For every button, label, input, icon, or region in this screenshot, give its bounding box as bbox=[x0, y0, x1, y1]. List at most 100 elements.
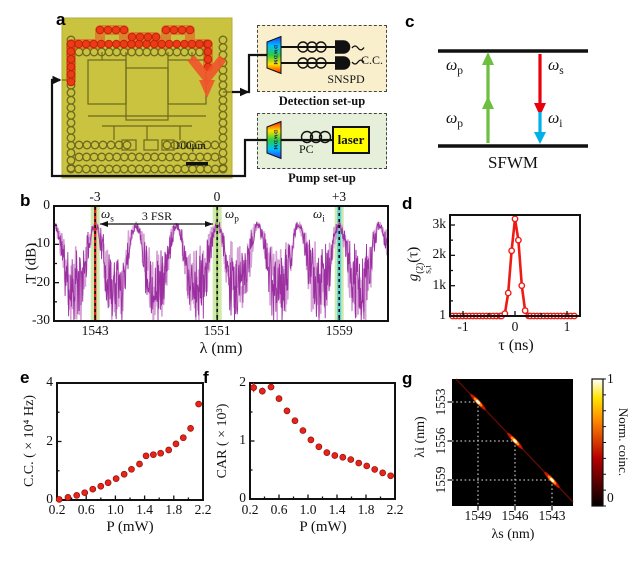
waveguide-loop bbox=[143, 139, 159, 151]
g-ytick-label: 1556 bbox=[433, 427, 448, 455]
waveguide-loop bbox=[125, 67, 169, 121]
omega-p-top-label: ωp bbox=[446, 57, 464, 78]
car-data-point bbox=[299, 427, 307, 434]
g-xtick-label: 1549 bbox=[464, 508, 492, 523]
ring-resonator-pumped bbox=[180, 39, 189, 49]
coincidence-spot bbox=[507, 432, 523, 450]
b-top-label-0: 0 bbox=[213, 189, 221, 204]
transmission-trace bbox=[55, 220, 387, 321]
ring-resonator-pumped bbox=[187, 39, 197, 49]
ring-resonator-pumped bbox=[151, 32, 161, 42]
cc-data-point bbox=[172, 440, 180, 448]
panel-letter-e: e bbox=[20, 368, 30, 387]
g-ylabel: λi (nm) bbox=[413, 416, 428, 458]
d-ytick-label: 1k bbox=[432, 276, 447, 292]
e-axis-frame bbox=[56, 382, 204, 501]
car-data-point bbox=[347, 456, 355, 463]
ring-resonator-pumped bbox=[161, 25, 171, 35]
b-top-label-plus3: +3 bbox=[331, 189, 347, 204]
f-xtick-label: 1.4 bbox=[328, 502, 346, 517]
output-arrow bbox=[187, 55, 227, 86]
scale-bar-label: 100μm bbox=[175, 140, 206, 152]
ring-resonator-pumped bbox=[177, 25, 187, 35]
b-omega-p-label: ωp bbox=[225, 206, 239, 225]
cc-data-point bbox=[157, 449, 165, 457]
ring-resonator-pumped bbox=[149, 39, 159, 49]
laser-label: laser bbox=[337, 132, 365, 147]
cc-data-point bbox=[195, 400, 202, 408]
g-xtick-label: 1546 bbox=[501, 508, 529, 523]
fiber-coil bbox=[318, 130, 332, 144]
e-xtick-label: 1.0 bbox=[106, 502, 124, 517]
f-ylabel: CAR ( × 10³) bbox=[215, 403, 230, 479]
ring-resonator bbox=[218, 164, 228, 174]
pc-label: PC bbox=[299, 142, 314, 156]
ring-resonator-pumped bbox=[111, 25, 121, 35]
car-data-point bbox=[323, 449, 331, 456]
d-xtick-label: 0 bbox=[511, 319, 519, 334]
b-ytick-label: -20 bbox=[32, 273, 50, 289]
colorbar-label: Norm. coinc. bbox=[616, 407, 631, 477]
f-xlabel: P (mW) bbox=[299, 519, 347, 535]
ring-resonator-pumped bbox=[203, 47, 213, 56]
d-ytick-label: 3k bbox=[432, 216, 447, 231]
f-xtick-label: 1.8 bbox=[357, 502, 375, 517]
ring-resonator-pumped bbox=[66, 70, 76, 79]
g2-data-point bbox=[514, 236, 522, 244]
ellipse-shape bbox=[475, 399, 481, 405]
g2-data-point bbox=[521, 307, 529, 314]
ring-resonator-pumped bbox=[74, 39, 83, 49]
fiber-coil bbox=[306, 41, 318, 53]
ring-resonator-pumped bbox=[119, 39, 129, 49]
detection-dwdm bbox=[266, 35, 282, 75]
e-xtick-label: 1.8 bbox=[165, 502, 183, 517]
b-omega-i-label: ωi bbox=[313, 206, 325, 225]
e-ytick-label: 4 bbox=[46, 374, 53, 389]
panel-letter-b: b bbox=[20, 191, 31, 210]
cc-data-point bbox=[104, 479, 112, 487]
car-data-point bbox=[387, 472, 394, 480]
car-data-point bbox=[371, 466, 379, 473]
g2-curve bbox=[452, 217, 575, 318]
fiber-coil bbox=[309, 130, 323, 144]
omega-s-label: ωs bbox=[548, 57, 564, 78]
car-data-point bbox=[355, 459, 363, 467]
cc-data-point bbox=[150, 451, 157, 459]
snspd-detector bbox=[335, 56, 351, 70]
e-xtick-label: 2.2 bbox=[194, 502, 212, 517]
fsr-arrowhead-left bbox=[100, 221, 108, 227]
g2-data-point bbox=[508, 247, 516, 255]
cc-data-point bbox=[55, 496, 63, 503]
ring-resonator-pumped bbox=[164, 39, 174, 49]
e-xtick-label: 0.2 bbox=[48, 502, 66, 517]
coincidence-spot bbox=[470, 393, 486, 411]
g-xtick-label: 1543 bbox=[538, 508, 566, 523]
fiber-coil bbox=[300, 130, 314, 144]
scale-bar bbox=[186, 162, 208, 166]
f-xtick-label: 1.0 bbox=[299, 502, 317, 517]
ring-resonator-pumped bbox=[104, 39, 114, 49]
fiber-coil bbox=[297, 57, 309, 69]
f-xtick-label: 0.6 bbox=[270, 502, 288, 517]
pump-arrowhead-mid bbox=[482, 96, 494, 109]
ring-resonator-pumped bbox=[169, 25, 179, 35]
ring-resonator-pumped bbox=[127, 32, 137, 42]
detection-dwdm-label: DWDM bbox=[272, 45, 278, 66]
colorbar-tick-max: 1 bbox=[607, 371, 614, 386]
panel-letter-g: g bbox=[402, 369, 413, 388]
b-top-label-minus3: -3 bbox=[89, 189, 101, 204]
cc-data-point bbox=[120, 470, 128, 478]
chip-micrograph bbox=[61, 17, 233, 179]
ring-resonator-pumped bbox=[103, 25, 113, 35]
ring-resonator-pumped bbox=[157, 39, 166, 49]
fiber-coil bbox=[315, 57, 327, 69]
ring-resonator-pumped bbox=[143, 32, 153, 42]
cc-data-point bbox=[97, 482, 105, 490]
b-xtick-label: 1559 bbox=[325, 323, 353, 338]
car-data-point bbox=[267, 383, 275, 391]
b-ytick-label: -30 bbox=[32, 312, 50, 327]
snspd-label: SNSPD bbox=[327, 72, 365, 86]
fiber-coil bbox=[315, 41, 327, 53]
